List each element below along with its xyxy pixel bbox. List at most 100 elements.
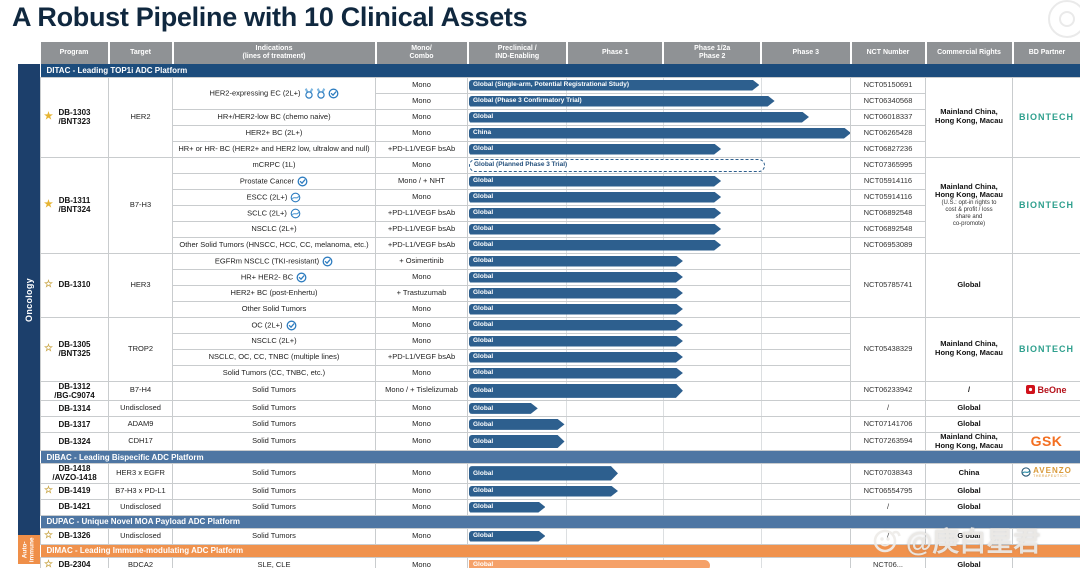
phase-chart-cell: Global [467, 252, 851, 270]
phase-bar: Global [469, 288, 683, 299]
phase-chart-cell: Global [467, 172, 851, 190]
pipeline-row: ☆ DB-1326 Undisclosed Solid Tumors Mono Globa… [40, 527, 1080, 545]
target-cell: Undisclosed [108, 498, 173, 516]
star-icon: ☆ [44, 485, 53, 496]
section-header-row: DIMAC - Leading Immune-modulating ADC Pl… [40, 544, 1080, 557]
combo-cell: Mono [375, 364, 468, 382]
combo-cell: Mono [375, 92, 468, 110]
bar-label: Global [473, 420, 494, 428]
gsk-logo: GSK [1030, 433, 1063, 450]
pipeline-table: Program Target Indications (lines of treatm… [40, 42, 1080, 568]
commercial-cell: Mainland China, Hong Kong, Macau (U.S.: op… [925, 156, 1013, 254]
pipeline-row: ★ DB-1303/BNT323 HER2 HER2-expressing EC (2… [40, 76, 1080, 158]
indication-cell: OC (2L+) [172, 316, 376, 334]
pipeline-row: DB-1421 Undisclosed Solid Tumors Mono Global… [40, 498, 1080, 516]
pipeline-row: DB-1314 Undisclosed Solid Tumors Mono Global… [40, 399, 1080, 417]
nct-cell: NCT05914116 [850, 172, 926, 190]
program-cell: ☆ DB-1310 [40, 252, 109, 318]
bar-label: Global [473, 337, 494, 345]
combo-cell: Mono [375, 76, 468, 94]
commercial-cell: Global [925, 482, 1013, 500]
indication-cell: Solid Tumors [172, 527, 376, 545]
indication-cell: NSCLC, OC, CC, TNBC (multiple lines) [172, 348, 376, 366]
nct-cell: NCT06... [850, 556, 926, 568]
program-cell: DB-1317 [40, 415, 109, 433]
col-header-program: Program [40, 42, 109, 64]
phase-bar: Global [469, 320, 683, 331]
partner-cell [1012, 482, 1080, 500]
combo-cell: Mono [375, 431, 468, 452]
combo-cell: +PD-L1/VEGF bsAb [375, 348, 468, 366]
pipeline-row: Solid Tumors (CC, TNBC, etc.) Mono Global [41, 364, 1080, 382]
phase-bar: Global [469, 336, 683, 347]
indication-cell: Solid Tumors [172, 380, 376, 401]
bar-label: Global [473, 289, 494, 297]
partner-cell [1012, 399, 1080, 417]
beone-logo: BeOne [1026, 385, 1067, 395]
partner-cell: BeOne [1012, 380, 1080, 401]
pipeline-row: HR+ or HR- BC (HER2+ and HER2 low, ultra… [41, 140, 1080, 158]
sidebar-oncology: Oncology [18, 64, 40, 535]
indication-cell: NSCLC (2L+) [172, 220, 376, 238]
commercial-cell: Global [925, 252, 1013, 318]
phase-bar: Global [469, 304, 683, 315]
partner-cell [1012, 498, 1080, 516]
program-cell: ☆ DB-1419 [40, 482, 109, 500]
target-cell: B7-H4 [108, 380, 173, 401]
combo-cell: Mono [375, 268, 468, 286]
sidebar-autoimmune-label: Auto- immune [21, 537, 36, 562]
bar-label: Global [473, 145, 494, 153]
indication-cell: HER2+ BC (2L+) [172, 124, 376, 142]
combo-cell: Mono [375, 156, 468, 174]
col-header-phase-0: Preclinical / IND-Enabling [495, 44, 540, 60]
combo-cell: +PD-L1/VEGF bsAb [375, 140, 468, 158]
pipeline-row: HER2+ BC (2L+) Mono China NCT06265428 [41, 124, 1080, 142]
combo-cell: Mono [375, 527, 468, 545]
phase-bar: Global [469, 531, 545, 542]
partner-cell [1012, 527, 1080, 545]
indication-cell: ESCC (2L+) [172, 188, 376, 206]
nct-cell: NCT06233942 [850, 380, 926, 401]
avenzo-icon [1021, 467, 1031, 477]
program-cell: ☆ DB-1326 [40, 527, 109, 545]
bar-label: Global [473, 225, 494, 233]
combo-cell: Mono [375, 482, 468, 500]
nct-cell: NCT06892548 [850, 204, 926, 222]
target-cell: HER3 [108, 252, 173, 318]
phase-bar: Global [469, 112, 809, 123]
check-badge-icon [297, 176, 308, 187]
section-header: DITAC - Leading TOP1i ADC Platform [40, 64, 1080, 77]
partner-cell: BIONTECH [1012, 156, 1080, 254]
commercial-cell: / [925, 380, 1013, 401]
program-cell: DB-1312/BG-C9074 [40, 380, 109, 401]
star-icon: ☆ [44, 530, 53, 541]
page-title: A Robust Pipeline with 10 Clinical Asset… [12, 2, 528, 32]
col-header-nct: NCT Number [849, 42, 926, 64]
medal-icon [316, 87, 326, 99]
program-cell: ☆ DB-2304 [40, 556, 109, 568]
bar-label: Global [473, 487, 494, 495]
partner-cell [1012, 252, 1080, 318]
bar-label: Global [473, 305, 494, 313]
commercial-cell: Global [925, 498, 1013, 516]
pipeline-row: SCLC (2L+) +PD-L1/VEGF bsAb Global NCT06892… [41, 204, 1080, 222]
indication-cell: NSCLC (2L+) [172, 332, 376, 350]
pipeline-row: ESCC (2L+) Mono Global NCT05914116 [41, 188, 1080, 206]
phase-chart-cell: Global [467, 108, 851, 126]
phase-chart-cell: Global [467, 140, 851, 158]
section-header-row: DUPAC - Unique Novel MOA Payload ADC Pla… [40, 515, 1080, 528]
target-cell: TROP2 [108, 316, 173, 382]
bar-label: Global [473, 561, 494, 568]
indication-cell: SCLC (2L+) [172, 204, 376, 222]
nct-cell: NCT07263594 [850, 431, 926, 452]
program-cell: ☆ DB-1305/BNT325 [40, 316, 109, 382]
indication-cell: Solid Tumors [172, 463, 376, 484]
col-header-combo: Mono/Combo [374, 42, 468, 64]
pipeline-row: DB-1324 CDH17 Solid Tumors Mono Global NCT072… [40, 431, 1080, 452]
phase-bar: Global [469, 559, 710, 568]
pipeline-row: ☆ DB-1305/BNT325 TROP2 OC (2L+) Mono Global NC… [40, 316, 1080, 382]
sidebar-oncology-label: Oncology [24, 277, 34, 322]
pipeline-row: ☆ DB-2304 BDCA2 SLE, CLE Mono Global NCT06... G… [40, 556, 1080, 568]
combo-cell: Mono / + Tislelizumab [375, 380, 468, 401]
